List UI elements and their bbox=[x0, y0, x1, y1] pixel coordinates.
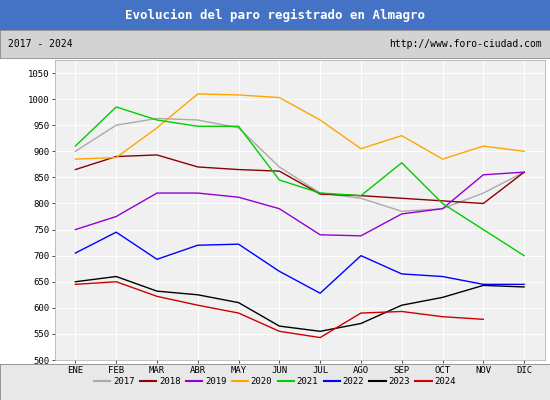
Text: http://www.foro-ciudad.com: http://www.foro-ciudad.com bbox=[389, 39, 542, 49]
Text: Evolucion del paro registrado en Almagro: Evolucion del paro registrado en Almagro bbox=[125, 8, 425, 22]
Text: 2017 - 2024: 2017 - 2024 bbox=[8, 39, 73, 49]
Legend: 2017, 2018, 2019, 2020, 2021, 2022, 2023, 2024: 2017, 2018, 2019, 2020, 2021, 2022, 2023… bbox=[91, 374, 459, 390]
